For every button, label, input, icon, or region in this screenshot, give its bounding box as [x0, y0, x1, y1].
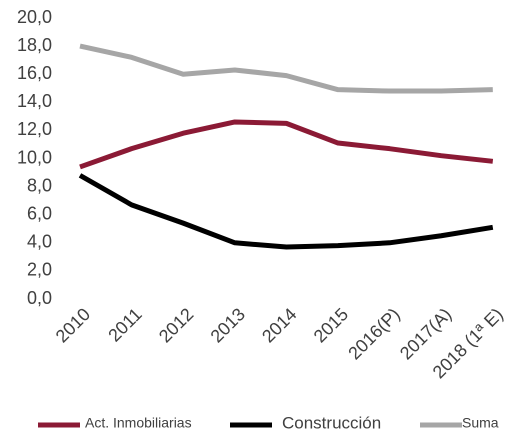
x-tick-label: 2016(P)	[344, 304, 403, 363]
y-tick-label: 16,0	[17, 63, 52, 83]
x-tick-label: 2015	[310, 304, 352, 346]
y-tick-label: 20,0	[17, 7, 52, 27]
y-tick-label: 4,0	[27, 232, 52, 252]
legend-label: Suma	[462, 415, 499, 431]
series-line	[79, 119, 494, 170]
x-tick-label: 2011	[104, 304, 146, 346]
legend-label: Act. Inmobiliarias	[85, 415, 192, 431]
y-tick-label: 6,0	[27, 203, 52, 223]
x-tick-label: 2013	[207, 304, 249, 346]
y-tick-label: 8,0	[27, 175, 52, 195]
y-tick-label: 2,0	[27, 260, 52, 280]
y-tick-label: 14,0	[17, 91, 52, 111]
x-tick-label: 2010	[52, 304, 94, 346]
y-tick-label: 10,0	[17, 147, 52, 167]
y-tick-label: 18,0	[17, 35, 52, 55]
series-line	[79, 43, 493, 94]
legend-label: Construcción	[282, 413, 381, 432]
y-tick-label: 12,0	[17, 119, 52, 139]
x-tick-label: 2014	[258, 304, 300, 346]
x-tick-label: 2012	[155, 304, 197, 346]
series-line	[78, 173, 494, 250]
y-tick-label: 0,0	[27, 288, 52, 308]
